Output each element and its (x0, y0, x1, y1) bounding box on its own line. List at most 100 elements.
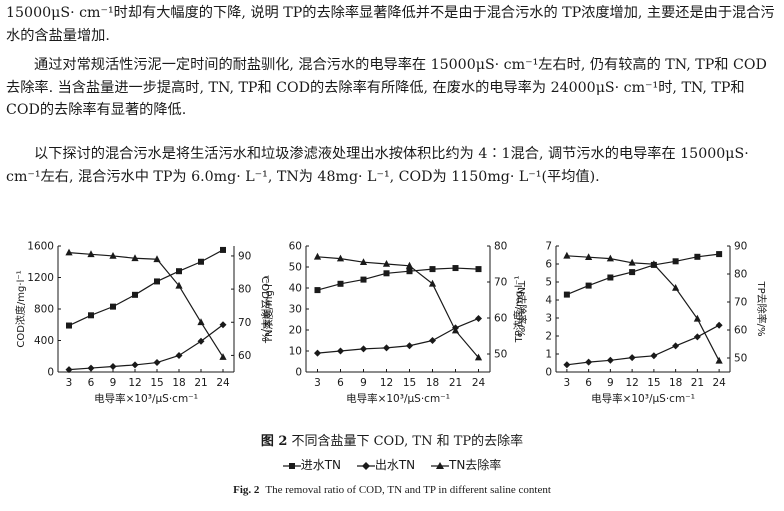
data-point-triangle (153, 255, 161, 263)
paragraph-3-text: 以下探讨的混合污水是将生活污水和垃圾渗滤液处理出水按体积比约为 4∶1混合, 调… (6, 146, 749, 185)
y-tick-label-right: 60 (238, 350, 251, 362)
x-tick-label: 24 (472, 377, 486, 389)
y-axis-label-right: TP去除率/% (755, 280, 768, 336)
x-tick-label: 6 (88, 377, 95, 389)
x-tick-label: 3 (66, 377, 73, 389)
data-point-diamond (131, 361, 139, 369)
data-point-diamond (383, 344, 390, 352)
y-tick-label-right: 60 (734, 325, 747, 337)
y-tick-label-left: 6 (545, 259, 552, 271)
data-point-triangle (359, 258, 368, 265)
figure-caption-cn-label: 图 2 (260, 434, 288, 449)
data-point-diamond (429, 337, 436, 344)
paragraph-2-text: 通过对常规活性污泥一定时间的耐盐驯化, 混合污水的电导率在 15000μS· c… (6, 57, 767, 118)
legend-diamond-marker-icon (356, 461, 375, 470)
x-tick-label: 12 (128, 377, 141, 389)
data-point-square (383, 270, 390, 277)
x-tick-label: 21 (449, 377, 462, 389)
data-point-triangle (336, 254, 345, 262)
data-point-triangle (628, 258, 636, 266)
legend-label-removal: TN去除率 (448, 458, 502, 472)
data-point-triangle (715, 356, 723, 364)
y-tick-label-left: 0 (47, 367, 54, 379)
data-point-square (406, 268, 413, 275)
y-tick-label-left: 1 (545, 349, 552, 361)
data-point-diamond (65, 366, 73, 374)
x-tick-label: 12 (625, 377, 638, 389)
y-axis-label-left: TN浓度/mg·l⁻¹ (262, 275, 275, 344)
y-axis-label-right: COD去除率/% (259, 276, 272, 341)
y-tick-label-right: 80 (494, 241, 507, 253)
data-point-square (154, 278, 160, 285)
data-point-diamond (197, 337, 205, 345)
y-tick-label-left: 0 (545, 367, 552, 379)
series-line-triangle (317, 256, 479, 358)
x-tick-label: 21 (194, 377, 207, 389)
y-tick-label-left: 5 (545, 277, 552, 289)
y-axis-label-right: TN去除率/% (515, 280, 528, 337)
y-axis-label-left: TP浓度/mg·l⁻¹ (512, 276, 525, 344)
x-tick-label: 12 (380, 377, 393, 389)
data-point-square (337, 280, 344, 287)
data-point-triangle (474, 353, 483, 361)
x-tick-label: 18 (426, 377, 439, 389)
x-tick-label: 9 (607, 377, 614, 389)
data-point-triangle (197, 318, 205, 326)
data-point-square (66, 322, 72, 329)
series-line-triangle (566, 255, 720, 362)
data-point-square (314, 287, 321, 294)
data-point-diamond (153, 359, 161, 367)
data-point-diamond (715, 321, 723, 329)
y-tick-label-left: 1600 (27, 241, 54, 253)
y-tick-label-right: 80 (238, 284, 251, 296)
data-point-triangle (87, 250, 95, 258)
legend-item-removal: TN去除率 (430, 456, 502, 473)
data-point-diamond (360, 345, 367, 353)
y-tick-label-left: 1200 (27, 272, 54, 284)
x-axis-label: 电导率×10³/μS·cm⁻¹ (591, 392, 695, 405)
x-tick-label: 18 (669, 377, 682, 389)
y-axis-label-left: COD浓度/mg·l⁻¹ (14, 270, 27, 347)
data-point-diamond (87, 364, 95, 372)
y-tick-label-right: 50 (494, 349, 507, 361)
data-point-diamond (563, 361, 571, 369)
y-tick-label-left: 20 (289, 325, 302, 337)
legend-label-outflow: 出水TN (374, 458, 416, 472)
data-point-diamond (175, 351, 183, 359)
figure-caption-en: Fig. 2 The removal ratio of COD, TN and T… (0, 484, 784, 496)
chart-3: 3 6 9 12 15 18 21 24012345675060708090电导率×10³/μ… (512, 241, 768, 406)
data-point-triangle (672, 284, 680, 291)
data-point-triangle (131, 254, 139, 262)
data-point-diamond (219, 321, 227, 329)
legend-square-marker-icon (282, 462, 301, 469)
paragraph-1: 15000μS· cm⁻¹时却有大幅度的下降, 说明 TP的去除率显著降低并不是… (6, 5, 775, 44)
y-tick-label-right: 70 (734, 297, 747, 309)
series-line-square (68, 249, 224, 327)
data-point-square (672, 258, 679, 265)
y-tick-label-left: 40 (289, 283, 302, 295)
data-point-diamond (109, 362, 117, 370)
series-line-square (566, 253, 720, 296)
y-tick-label-left: 800 (34, 304, 54, 316)
chart-2: 3 6 9 12 15 18 21 24 0 10 20 30 40 50 60 50 60 70 80 电导率×10… (262, 241, 528, 406)
x-tick-label: 21 (691, 377, 704, 389)
y-tick-label-right: 60 (494, 313, 507, 325)
paragraph-3: 以下探讨的混合污水是将生活污水和垃圾渗滤液处理出水按体积比约为 4∶1混合, 调… (6, 143, 778, 188)
y-tick-label-right: 90 (734, 241, 747, 253)
y-tick-label-left: 30 (289, 304, 302, 316)
data-point-triangle (405, 261, 414, 269)
data-point-triangle (382, 260, 391, 267)
paragraph-2: 通过对常规活性污泥一定时间的耐盐驯化, 混合污水的电导率在 15000μS· c… (6, 54, 778, 122)
data-point-diamond (337, 347, 344, 355)
y-tick-label-left: 400 (34, 335, 54, 347)
series-line-diamond (317, 317, 479, 354)
legend-triangle-marker-icon (430, 461, 449, 469)
y-tick-label-left: 7 (545, 241, 552, 253)
data-point-square (110, 303, 116, 310)
y-tick-label-left: 0 (295, 367, 302, 379)
x-tick-label: 15 (647, 377, 660, 389)
data-point-square (429, 266, 436, 273)
x-axis-label: 电导率×10³/μS·cm⁻¹ (346, 392, 450, 405)
data-point-triangle (563, 251, 571, 259)
data-point-square (220, 246, 226, 253)
